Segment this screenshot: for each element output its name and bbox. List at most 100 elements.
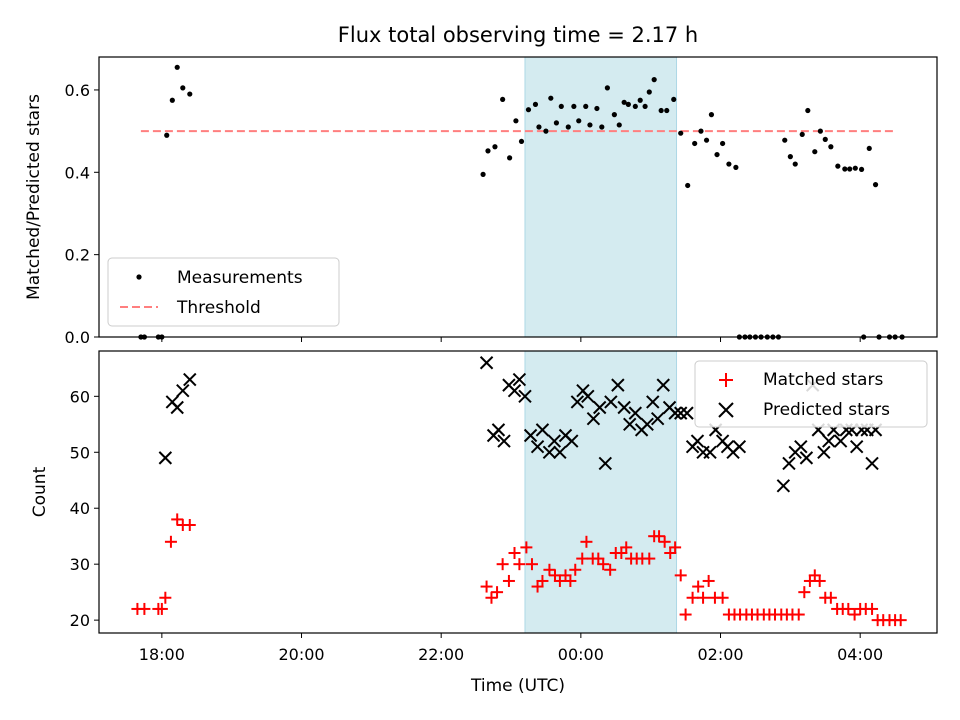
measurement-point	[872, 182, 879, 188]
matched-point	[824, 591, 837, 604]
predicted-point	[611, 378, 625, 392]
predicted-point	[518, 389, 532, 404]
matched-point	[491, 586, 504, 599]
x-tick-label: 20:00	[278, 645, 324, 664]
predicted-point	[656, 378, 670, 392]
measurement-points	[138, 64, 905, 340]
matched-point	[894, 614, 907, 627]
x-ticks-bottom: 18:00 20:00 22:00 00:00 02:00 04:00	[139, 633, 883, 664]
predicted-point	[799, 451, 814, 465]
measurement-point	[611, 112, 617, 118]
measurement-point	[835, 163, 841, 169]
matched-point	[679, 608, 692, 621]
matched-points	[131, 513, 907, 627]
y-tick-label: 40	[70, 499, 90, 518]
matched-point	[716, 591, 729, 604]
measurement-point	[799, 131, 805, 138]
predicted-point	[176, 384, 190, 398]
measurement-point	[507, 155, 513, 161]
measurement-point	[637, 97, 643, 103]
predicted-point	[782, 456, 796, 471]
measurement-point	[543, 128, 549, 134]
predicted-point	[776, 479, 791, 493]
matched-point	[643, 552, 656, 565]
predicted-point	[865, 456, 879, 471]
measurement-point	[558, 103, 564, 110]
matched-point	[842, 602, 855, 615]
y-tick-label: 0.6	[65, 81, 90, 100]
measurement-point	[594, 105, 600, 112]
measurement-point	[664, 107, 670, 114]
predicted-point	[598, 456, 612, 471]
measurement-point	[671, 96, 677, 103]
measurement-point	[525, 107, 532, 113]
predicted-point	[822, 434, 836, 448]
y-tick-label: 50	[70, 443, 90, 462]
measurement-point	[169, 97, 175, 103]
x-tick-label: 18:00	[139, 645, 185, 664]
predicted-point	[680, 406, 694, 420]
measurement-point	[817, 128, 823, 134]
matched-point	[580, 535, 593, 548]
predicted-point	[581, 389, 595, 404]
predicted-point	[542, 445, 557, 459]
measurement-point	[792, 161, 798, 167]
predicted-point	[623, 417, 637, 432]
measurement-point	[518, 138, 525, 145]
predicted-point	[570, 395, 585, 409]
legend-x-marker	[718, 402, 734, 418]
measurement-point	[616, 122, 622, 128]
matched-point	[686, 591, 699, 604]
chart-title: Flux total observing time = 2.17 h	[338, 23, 698, 47]
measurement-point	[625, 101, 631, 107]
measurement-point	[500, 96, 506, 103]
measurement-point	[658, 107, 664, 114]
predicted-points	[158, 356, 883, 493]
measurement-point	[565, 124, 571, 130]
matched-point	[480, 580, 493, 593]
measurement-point	[187, 91, 193, 97]
matched-point	[674, 569, 687, 582]
matched-point	[155, 602, 168, 615]
measurement-point	[646, 89, 652, 95]
matched-point	[702, 574, 715, 587]
legend-label-predicted: Predicted stars	[763, 400, 890, 420]
y-tick-label: 60	[70, 387, 90, 406]
count-panel: 20 30 40 50 60 18:00 20:00 22:00 00:00 02:00 04:0…	[30, 350, 938, 696]
measurement-point	[164, 132, 170, 138]
matched-point	[597, 558, 610, 571]
y-ticks-bottom: 20 30 40 50 60	[70, 387, 99, 630]
matched-point	[653, 530, 666, 543]
matched-point	[513, 558, 526, 571]
predicted-point	[183, 372, 197, 387]
measurement-point	[852, 165, 858, 171]
y-tick-label: 0.4	[65, 163, 90, 182]
predicted-point	[507, 384, 522, 398]
observing-window-shade	[524, 56, 678, 338]
measurement-point	[805, 107, 811, 114]
legend-top: Measurements Threshold	[107, 257, 340, 327]
legend-label-matched: Matched stars	[763, 370, 883, 390]
x-ticks-top	[161, 337, 861, 342]
matched-point	[183, 519, 196, 532]
y-tick-label: 20	[70, 611, 90, 630]
predicted-point	[703, 445, 717, 459]
measurement-point	[604, 85, 610, 91]
legend-bottom: Matched stars Predicted stars	[694, 360, 928, 428]
measurement-point	[733, 164, 739, 170]
predicted-point	[497, 434, 511, 448]
measurement-point	[492, 144, 498, 150]
predicted-point	[674, 406, 688, 420]
predicted-point	[586, 411, 601, 426]
predicted-point	[512, 372, 527, 387]
measurement-point	[536, 124, 542, 130]
predicted-point	[794, 439, 808, 454]
measurement-point	[708, 112, 715, 118]
measurement-point	[726, 161, 732, 167]
plot-frame-top	[98, 56, 938, 338]
measurement-point	[847, 166, 853, 172]
matched-point	[692, 580, 705, 593]
matched-point	[798, 586, 811, 599]
matched-point	[620, 541, 633, 554]
legend-label-threshold: Threshold	[176, 298, 261, 318]
